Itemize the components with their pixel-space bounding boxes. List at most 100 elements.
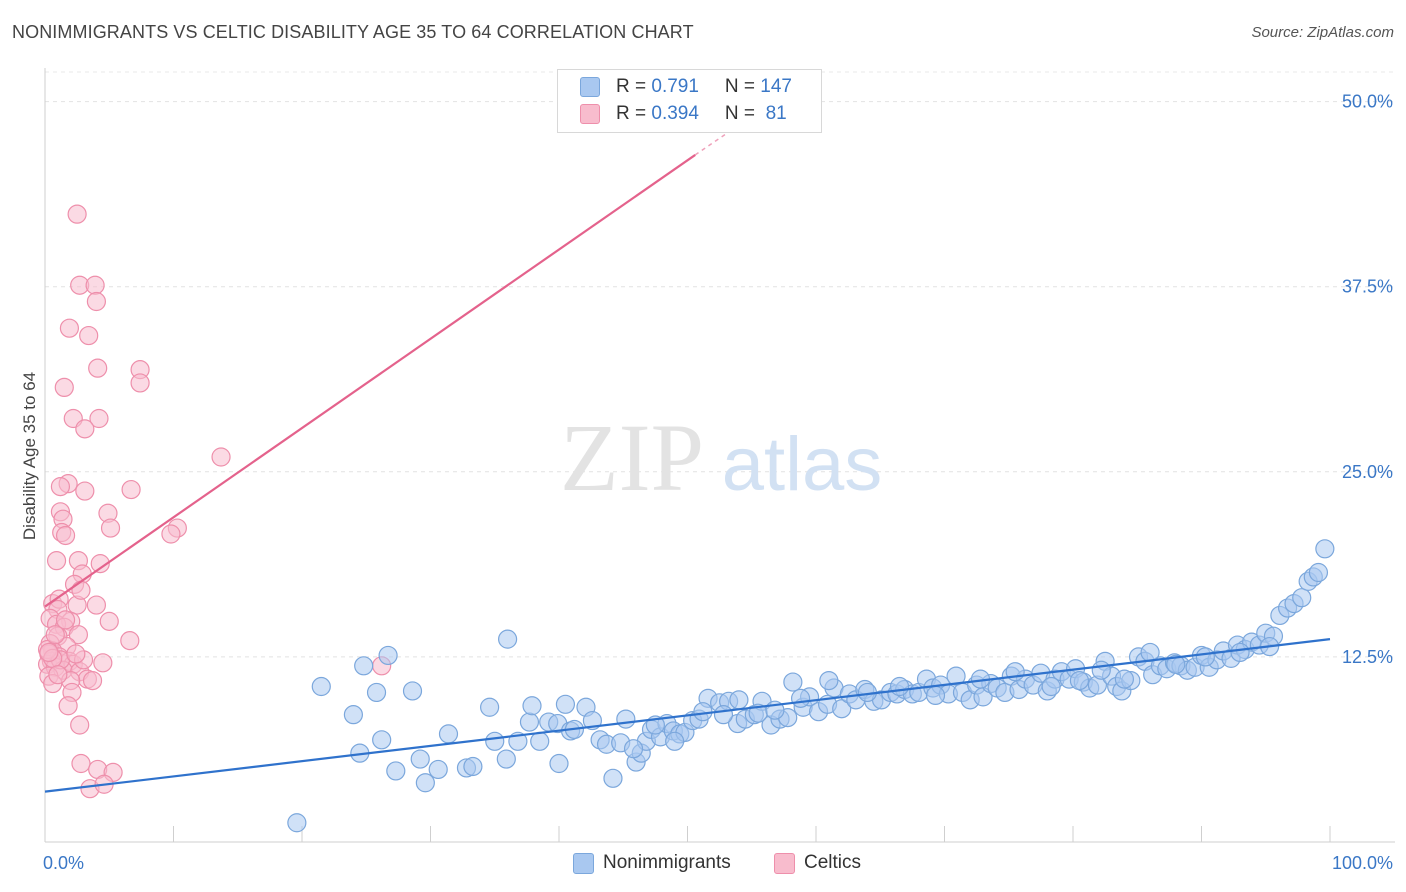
- data-point: [498, 629, 518, 649]
- bottom-legend-label: Nonimmigrants: [603, 852, 731, 873]
- data-point: [1041, 676, 1061, 697]
- data-point: [45, 625, 65, 645]
- data-point: [354, 656, 374, 676]
- data-point: [75, 481, 95, 501]
- data-point: [93, 653, 113, 673]
- data-point: [1308, 562, 1329, 583]
- x-tick-label: 0.0%: [43, 853, 84, 873]
- data-point: [790, 688, 811, 708]
- trend-line-celtics: [44, 154, 696, 608]
- data-point: [946, 666, 966, 686]
- data-point: [55, 610, 76, 630]
- data-point: [1091, 660, 1111, 680]
- data-point: [603, 768, 623, 788]
- legend-row-celtics: R = 0.394 N = 81: [580, 102, 787, 126]
- data-point: [343, 705, 363, 725]
- data-point: [120, 631, 140, 651]
- data-point: [889, 676, 910, 697]
- data-point: [46, 551, 67, 571]
- trend-line-nonimmigrants: [44, 638, 1331, 793]
- data-point: [665, 731, 685, 751]
- data-point: [713, 705, 734, 725]
- data-point: [68, 625, 89, 645]
- data-point: [85, 275, 105, 295]
- y-tick-label: 50.0%: [1342, 92, 1393, 112]
- watermark: ZIP atlas: [560, 404, 882, 511]
- watermark-zip: ZIP: [560, 404, 704, 511]
- data-point: [1230, 642, 1250, 663]
- y-tick-label: 37.5%: [1342, 277, 1393, 297]
- axes: [44, 68, 1395, 843]
- data-point: [86, 291, 107, 312]
- data-point: [311, 676, 331, 697]
- legend-r-label: R =: [616, 76, 652, 97]
- data-point: [75, 419, 95, 439]
- legend-n-label: N =: [724, 103, 761, 124]
- legend-n-value: 81: [760, 103, 787, 124]
- chart-title: NONIMMIGRANTS VS CELTIC DISABILITY AGE 3…: [12, 22, 694, 42]
- data-point: [386, 761, 406, 781]
- data-point: [549, 753, 569, 774]
- data-point: [925, 685, 946, 706]
- celtics-points: [37, 204, 392, 799]
- data-point: [161, 524, 181, 544]
- data-point: [463, 756, 483, 777]
- data-point: [99, 611, 119, 631]
- data-point: [415, 773, 435, 793]
- data-point: [1166, 654, 1186, 674]
- data-point: [1114, 669, 1135, 689]
- data-point: [55, 525, 76, 546]
- y-tick-label: 12.5%: [1342, 647, 1393, 667]
- bottom-legend-nonimmigrants: Nonimmigrants: [573, 852, 731, 874]
- data-point: [519, 712, 540, 732]
- data-point: [39, 642, 59, 663]
- data-point: [1069, 670, 1090, 691]
- nonimmigrants-points: [287, 539, 1335, 833]
- legend-swatch-celtics: [580, 104, 600, 124]
- bottom-legend-celtics: Celtics: [774, 852, 861, 874]
- data-point: [480, 697, 500, 717]
- data-point: [729, 690, 749, 710]
- data-point: [1315, 539, 1335, 559]
- data-point: [71, 580, 91, 600]
- data-point: [616, 709, 636, 729]
- data-point: [100, 518, 121, 538]
- y-tick-label: 25.0%: [1342, 462, 1393, 482]
- x-tick-label: 100.0%: [1332, 853, 1393, 873]
- data-point: [366, 682, 387, 703]
- legend-n-value: 147: [760, 76, 792, 97]
- watermark-atlas: atlas: [722, 422, 883, 507]
- data-point: [623, 739, 644, 759]
- data-point: [86, 595, 107, 615]
- legend-r-label: R =: [616, 103, 652, 124]
- data-point: [89, 408, 109, 429]
- data-point: [48, 665, 68, 685]
- data-point: [71, 753, 91, 774]
- data-point: [832, 699, 852, 719]
- bottom-legend-swatch-celtics: [774, 852, 795, 874]
- data-point: [522, 696, 542, 716]
- data-point: [88, 358, 108, 378]
- data-point: [54, 377, 74, 398]
- data-point: [67, 204, 87, 224]
- data-point: [410, 749, 430, 769]
- data-point: [79, 325, 99, 346]
- data-point: [82, 670, 103, 691]
- data-point: [693, 702, 713, 722]
- bottom-legend-swatch-nonimmigrants: [573, 852, 594, 874]
- data-point: [58, 696, 78, 716]
- legend-n-label: N =: [724, 76, 761, 97]
- data-point: [66, 644, 86, 664]
- data-point: [485, 731, 505, 751]
- data-point: [70, 715, 90, 735]
- data-point: [90, 554, 110, 574]
- data-point: [783, 672, 803, 692]
- legend-r-value: 0.394: [651, 103, 699, 124]
- data-point: [555, 694, 576, 714]
- data-point: [372, 730, 392, 750]
- data-point: [130, 373, 150, 393]
- bottom-legend-label: Celtics: [804, 852, 862, 873]
- grid-lines: [45, 71, 1395, 658]
- data-point: [819, 670, 839, 691]
